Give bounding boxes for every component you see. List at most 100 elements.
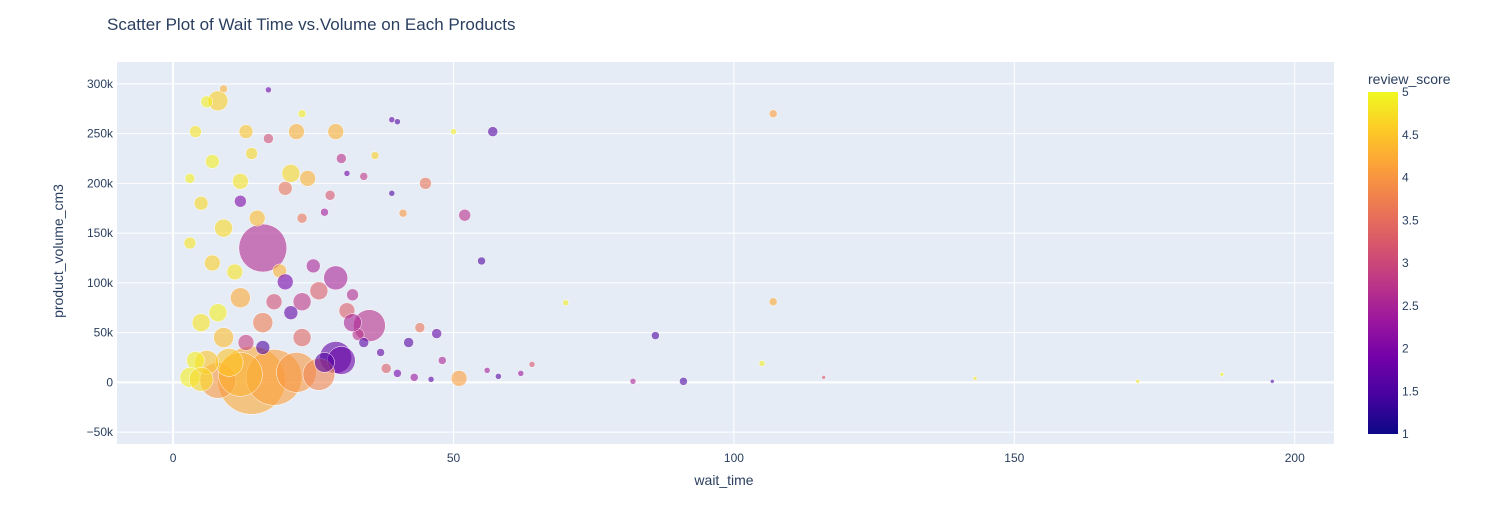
y-tick-label: 250k [87,127,114,141]
scatter-point [972,376,978,381]
colorbar-tick-label: 5 [1402,85,1409,99]
scatter-point [288,123,305,140]
scatter-point [458,208,471,222]
scatter-point [265,293,283,310]
scatter-point [427,376,435,383]
x-axis-title: wait_time [693,472,753,488]
scatter-point [358,337,370,348]
scatter-point [276,273,294,291]
scatter-point [193,196,209,211]
scatter-point [393,369,402,378]
scatter-point [296,212,308,224]
scatter-point [309,281,329,301]
y-tick-label: 50k [94,326,114,340]
scatter-point [263,133,274,144]
scatter-point [629,378,637,385]
scatter-point [200,95,213,109]
scatter-point [487,126,499,137]
scatter-point [237,334,255,351]
scatter-point [346,288,359,302]
scatter-point [314,352,335,373]
x-axis-ticks: 0 50 100 150 200 [170,451,1305,465]
y-tick-label: −50k [87,425,114,439]
y-tick-label: 0 [106,375,113,389]
scatter-point [265,86,272,94]
scatter-point [1270,379,1275,384]
scatter-point [768,297,778,306]
scatter-point [679,377,688,386]
scatter-point [758,360,766,367]
scatter-point [477,256,486,266]
scatter-point [238,124,254,139]
y-tick-label: 200k [87,176,114,190]
y-axis-ticks: −50k 0 50k 100k 150k 200k 250k 300k [87,77,114,439]
colorbar-tick-label: 2.5 [1402,299,1419,313]
scatter-point [281,164,301,183]
scatter-point [232,173,249,190]
scatter-point [388,116,396,123]
colorbar-ticks: 1 1.5 2 2.5 3 3.5 4 4.5 5 [1402,85,1419,441]
scatter-point [768,109,778,118]
scatter-point [297,109,307,118]
scatter-point [403,337,414,348]
x-tick-label: 200 [1285,451,1305,465]
scatter-point [562,299,569,306]
scatter-point [380,363,392,374]
scatter-point [188,367,214,392]
colorbar: review_score 1 1.5 2 2.5 3 3.5 4 4.5 5 [1368,71,1451,441]
scatter-point [323,265,348,291]
scatter-point [376,348,385,357]
x-tick-label: 0 [170,451,177,465]
scatter-point [252,312,274,333]
scatter-point [431,328,442,339]
scatter-point [306,258,321,274]
scatter-point [299,170,316,187]
scatter-point [183,236,197,250]
colorbar-gradient [1368,92,1398,434]
scatter-point [320,207,329,217]
scatter-point [450,370,468,387]
y-tick-label: 150k [87,226,114,240]
colorbar-tick-label: 4 [1402,171,1409,185]
x-tick-label: 100 [724,451,744,465]
scatter-point [191,313,211,332]
colorbar-tick-label: 1.5 [1402,384,1419,398]
scatter-point [248,209,266,227]
chart-title: Scatter Plot of Wait Time vs.Volume on E… [107,15,516,34]
scatter-point [204,254,221,272]
colorbar-tick-label: 3.5 [1402,213,1419,227]
colorbar-tick-label: 3 [1402,256,1409,270]
scatter-point [234,195,247,208]
colorbar-tick-label: 4.5 [1402,128,1419,142]
scatter-point [213,327,234,348]
y-tick-label: 100k [87,276,114,290]
scatter-point [327,123,344,140]
scatter-point [1219,372,1225,377]
scatter-point [214,348,244,377]
scatter-point [388,190,396,197]
scatter-point [528,361,536,368]
scatter-point [343,170,351,177]
x-tick-label: 150 [1004,451,1024,465]
scatter-point [283,305,299,320]
scatter-point [651,331,660,340]
scatter-point [184,173,196,184]
y-axis-title: product_volume_cm3 [50,184,66,318]
scatter-point [495,373,502,380]
scatter-point [438,356,447,365]
scatter-point [336,153,347,164]
scatter-point [230,287,251,309]
scatter-point [292,328,312,347]
scatter-point [394,118,401,125]
colorbar-tick-label: 2 [1402,342,1409,356]
scatter-point [226,263,244,281]
scatter-point [398,208,408,218]
scatter-point [214,218,233,238]
colorbar-title: review_score [1368,71,1451,87]
data-points [179,84,1275,415]
scatter-point [409,373,419,382]
scatter-point [205,154,220,169]
scatter-point [208,303,228,322]
y-tick-label: 300k [87,77,114,91]
